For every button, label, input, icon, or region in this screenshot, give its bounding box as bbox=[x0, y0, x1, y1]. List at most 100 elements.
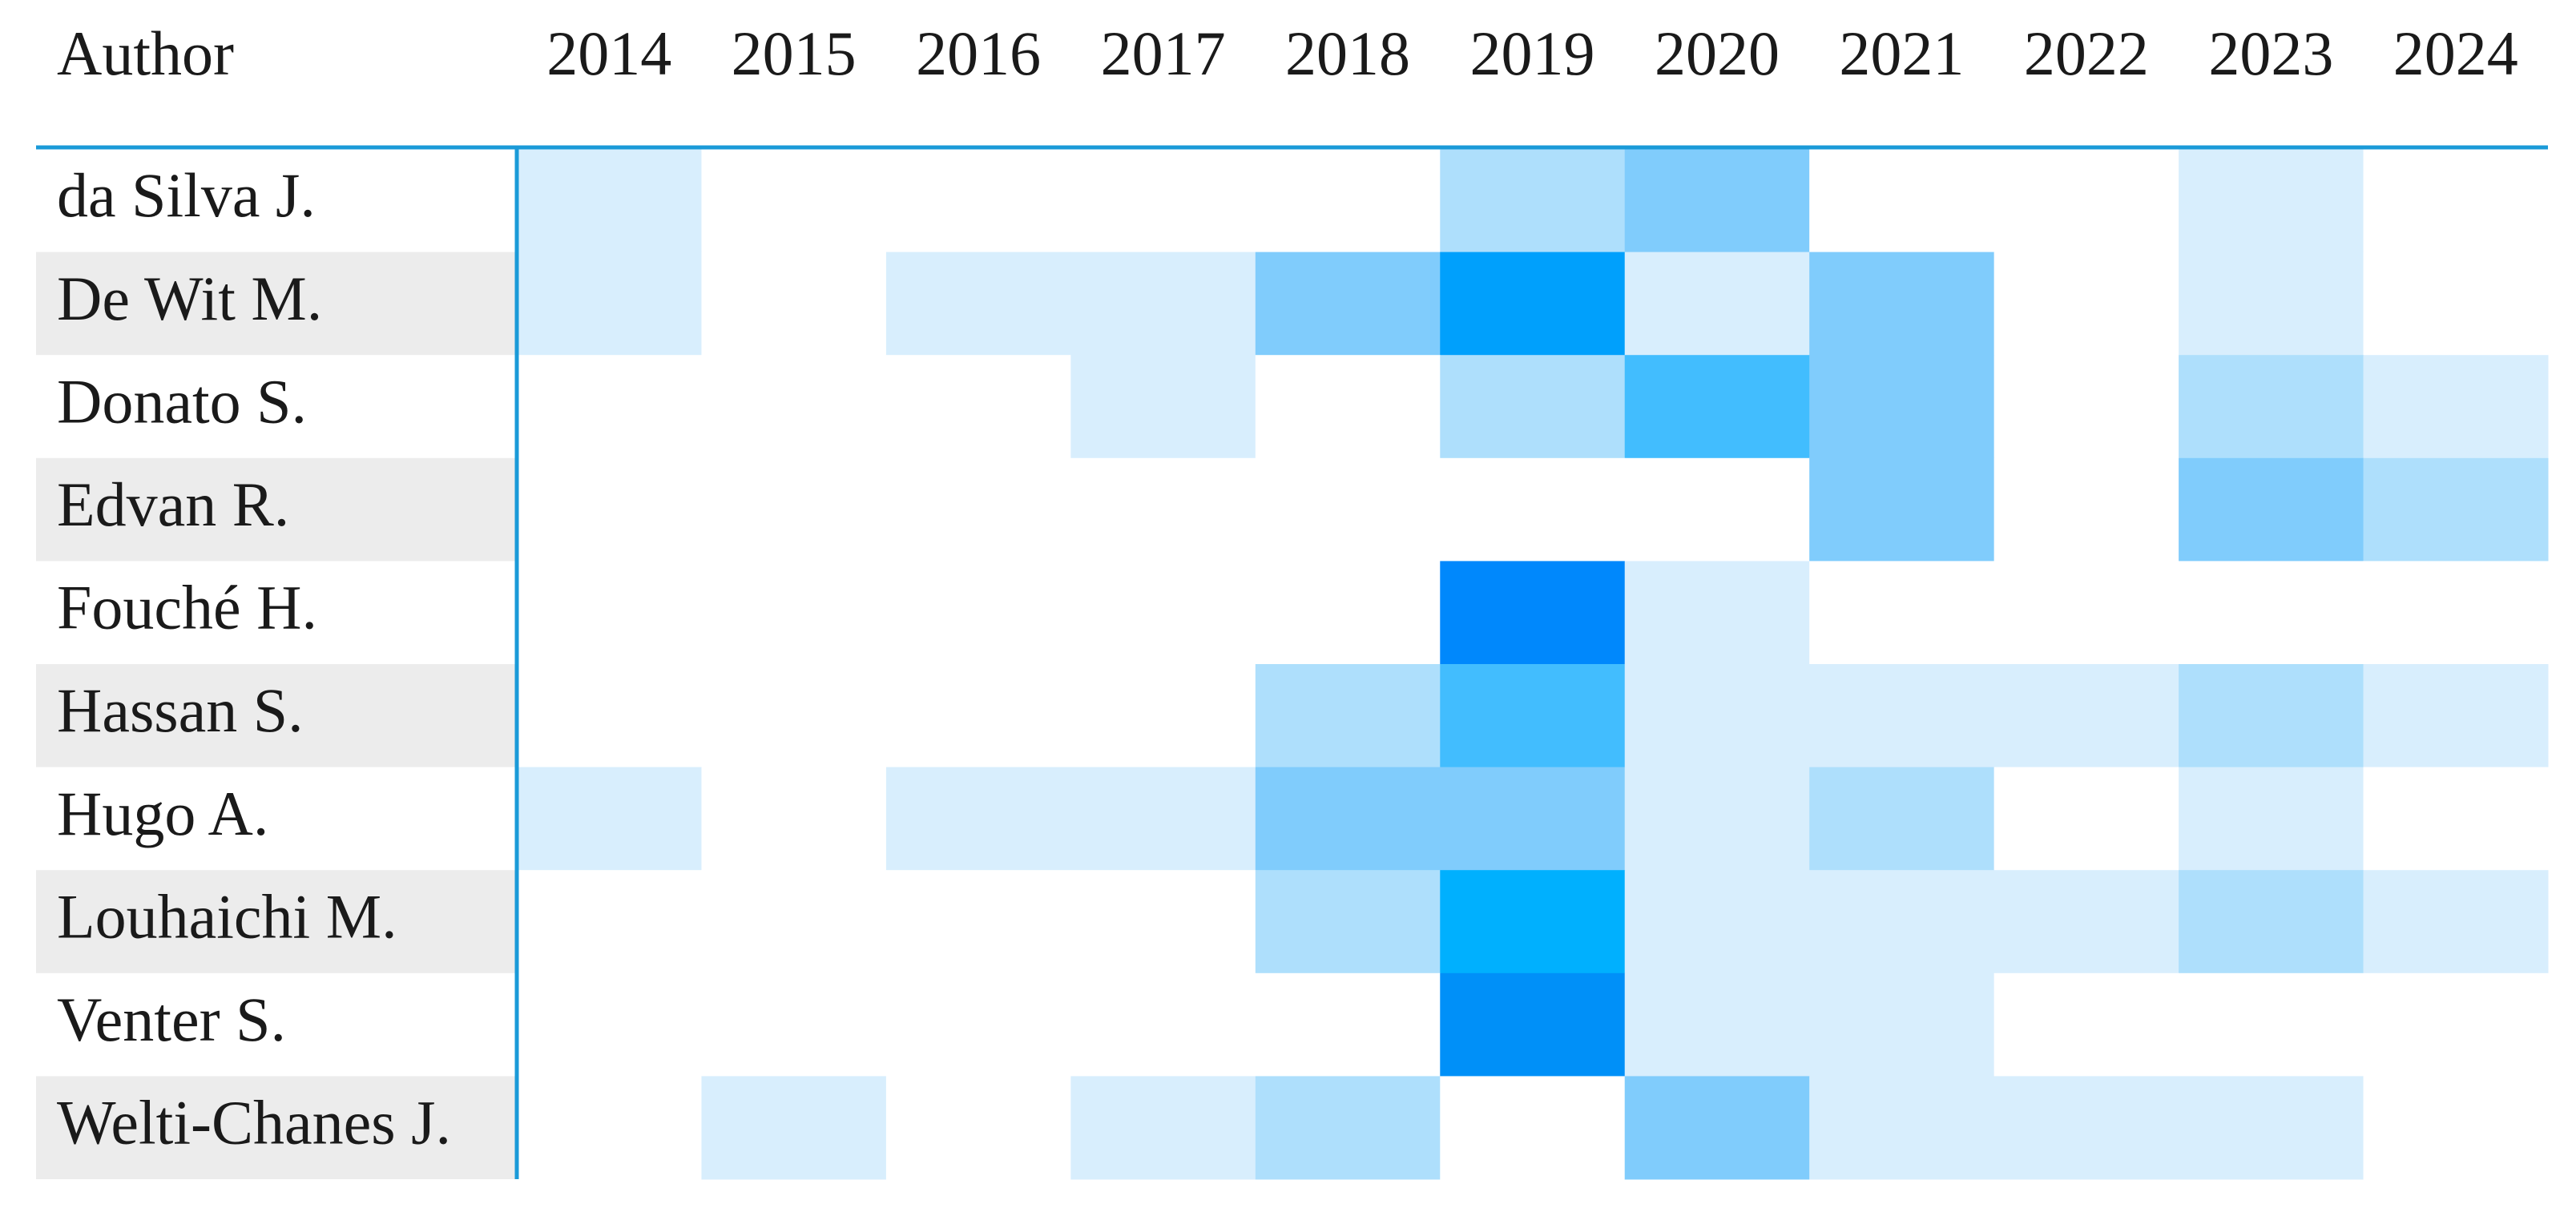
heat-cell bbox=[701, 457, 887, 562]
heat-cell bbox=[2179, 149, 2364, 253]
heat-cell bbox=[885, 355, 1071, 459]
heat-cell bbox=[1255, 664, 1441, 768]
heat-cell bbox=[1624, 561, 1810, 665]
heat-cell bbox=[1624, 1076, 1810, 1180]
column-header: 2023 bbox=[2208, 18, 2333, 88]
heat-cell bbox=[1624, 767, 1810, 871]
heat-cell bbox=[1993, 457, 2179, 562]
row-label: da Silva J. bbox=[57, 160, 316, 230]
row-stripe bbox=[36, 870, 517, 973]
heat-cell bbox=[1440, 1076, 1626, 1180]
heat-cell bbox=[1070, 149, 1256, 253]
heat-cell bbox=[1809, 561, 1995, 665]
heat-cell bbox=[1993, 972, 2179, 1077]
heat-cell bbox=[1624, 972, 1810, 1077]
heat-cell bbox=[1809, 870, 1995, 974]
heat-cell bbox=[1070, 252, 1256, 356]
column-header: Author bbox=[57, 18, 234, 88]
heat-cell bbox=[517, 149, 702, 253]
heat-cell bbox=[885, 1076, 1071, 1180]
heat-cell bbox=[2363, 561, 2549, 665]
column-header: 2014 bbox=[546, 18, 671, 88]
heat-cell bbox=[517, 252, 702, 356]
heat-cell bbox=[517, 767, 702, 871]
heat-cell bbox=[2363, 457, 2549, 562]
row-stripe bbox=[36, 664, 517, 767]
heat-cell bbox=[1993, 870, 2179, 974]
heat-cell bbox=[2179, 664, 2364, 768]
heat-cell bbox=[1809, 457, 1995, 562]
row-stripe bbox=[36, 1076, 517, 1179]
heat-cell bbox=[1070, 972, 1256, 1077]
heat-cell bbox=[1993, 149, 2179, 253]
heat-cell bbox=[517, 972, 702, 1077]
heat-cell bbox=[1809, 252, 1995, 356]
heat-cell bbox=[517, 664, 702, 768]
heat-cell bbox=[885, 252, 1071, 356]
heat-cell bbox=[2363, 355, 2549, 459]
heat-cell bbox=[1255, 355, 1441, 459]
row-label: De Wit M. bbox=[57, 264, 322, 333]
row-label: Venter S. bbox=[57, 984, 286, 1054]
column-header: 2016 bbox=[916, 18, 1041, 88]
heat-cell bbox=[1070, 870, 1256, 974]
heat-cell bbox=[2179, 252, 2364, 356]
heat-cell bbox=[1993, 767, 2179, 871]
column-header: 2021 bbox=[1839, 18, 1964, 88]
heat-cell bbox=[1809, 972, 1995, 1077]
heat-cell bbox=[1440, 457, 1626, 562]
heat-cell bbox=[2179, 355, 2364, 459]
heat-cell bbox=[1624, 252, 1810, 356]
heat-cell bbox=[2179, 1076, 2364, 1180]
heat-cell bbox=[701, 767, 887, 871]
heat-cell bbox=[1440, 870, 1626, 974]
row-label: Louhaichi M. bbox=[57, 881, 397, 951]
heat-cell bbox=[1440, 561, 1626, 665]
heat-cell bbox=[1993, 252, 2179, 356]
heat-cell bbox=[701, 1076, 887, 1180]
heat-cell bbox=[2363, 664, 2549, 768]
heat-cell bbox=[1440, 252, 1626, 356]
heat-cell bbox=[885, 457, 1071, 562]
heat-cell bbox=[701, 252, 887, 356]
heat-cell bbox=[2179, 561, 2364, 665]
heat-cell bbox=[1624, 870, 1810, 974]
row-stripe bbox=[36, 457, 517, 562]
heat-cell bbox=[517, 355, 702, 459]
column-header: 2019 bbox=[1470, 18, 1595, 88]
heat-cell bbox=[2363, 1076, 2549, 1180]
heat-cell bbox=[1809, 355, 1995, 459]
row-label: Fouché H. bbox=[57, 573, 317, 642]
column-header: 2015 bbox=[732, 18, 857, 88]
heat-cell bbox=[1070, 561, 1256, 665]
heat-cell bbox=[885, 664, 1071, 768]
heat-cell bbox=[1070, 1076, 1256, 1180]
heat-cell bbox=[1809, 664, 1995, 768]
heat-cell bbox=[2179, 972, 2364, 1077]
heat-cell bbox=[701, 870, 887, 974]
heat-cell bbox=[1255, 457, 1441, 562]
heat-cell bbox=[1440, 972, 1626, 1077]
heat-cell bbox=[1255, 767, 1441, 871]
column-header: 2022 bbox=[2024, 18, 2149, 88]
heat-cell bbox=[1255, 1076, 1441, 1180]
heat-cell bbox=[1993, 664, 2179, 768]
row-label: Edvan R. bbox=[57, 469, 289, 539]
row-label: Donato S. bbox=[57, 366, 307, 436]
heat-cell bbox=[885, 767, 1071, 871]
column-header: 2017 bbox=[1101, 18, 1226, 88]
heat-cell bbox=[1255, 252, 1441, 356]
heat-cell bbox=[1255, 972, 1441, 1077]
heat-cell bbox=[701, 149, 887, 253]
heat-cell bbox=[1440, 355, 1626, 459]
row-stripe bbox=[36, 252, 517, 356]
heat-cell bbox=[701, 561, 887, 665]
heat-cell bbox=[1440, 149, 1626, 253]
heat-cell bbox=[2363, 252, 2549, 356]
heat-cell bbox=[701, 664, 887, 768]
heat-cell bbox=[2363, 767, 2549, 871]
heat-cell bbox=[1993, 561, 2179, 665]
heat-cell bbox=[1070, 664, 1256, 768]
heat-cell bbox=[2363, 972, 2549, 1077]
heat-cell bbox=[1255, 561, 1441, 665]
